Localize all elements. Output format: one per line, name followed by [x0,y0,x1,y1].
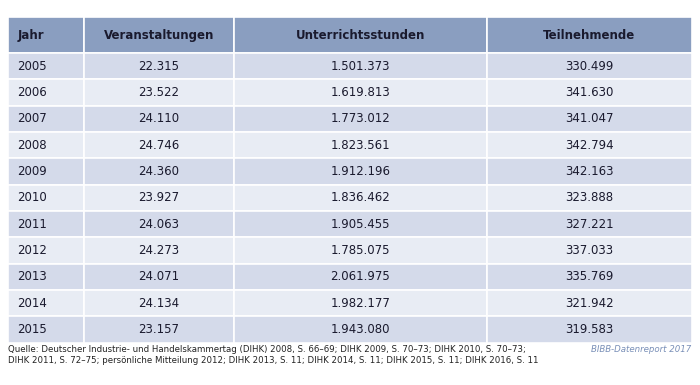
FancyBboxPatch shape [8,53,83,79]
FancyBboxPatch shape [83,79,234,105]
Text: 342.163: 342.163 [565,165,613,178]
Text: 2014: 2014 [18,296,48,310]
FancyBboxPatch shape [8,17,83,53]
Text: Jahr: Jahr [18,28,44,42]
Text: 2015: 2015 [18,323,48,336]
Text: BIBB-Datenreport 2017: BIBB-Datenreport 2017 [592,345,692,353]
Text: 1.785.075: 1.785.075 [330,244,390,257]
FancyBboxPatch shape [234,184,486,211]
FancyBboxPatch shape [486,132,692,158]
Text: Veranstaltungen: Veranstaltungen [104,28,214,42]
FancyBboxPatch shape [8,290,83,316]
FancyBboxPatch shape [234,79,486,105]
FancyBboxPatch shape [83,316,234,343]
FancyBboxPatch shape [486,53,692,79]
Text: 24.746: 24.746 [138,139,179,152]
Text: 24.110: 24.110 [138,112,179,125]
Text: 1.773.012: 1.773.012 [330,112,390,125]
Text: 1.912.196: 1.912.196 [330,165,390,178]
FancyBboxPatch shape [8,316,83,343]
Text: 1.836.462: 1.836.462 [330,191,390,204]
Text: 323.888: 323.888 [565,191,613,204]
FancyBboxPatch shape [8,184,83,211]
Text: 1.823.561: 1.823.561 [330,139,390,152]
FancyBboxPatch shape [83,132,234,158]
Text: Unterrichtsstunden: Unterrichtsstunden [295,28,425,42]
Text: 330.499: 330.499 [565,60,613,72]
Text: 1.501.373: 1.501.373 [330,60,390,72]
Text: 2011: 2011 [18,218,48,231]
FancyBboxPatch shape [234,132,486,158]
FancyBboxPatch shape [8,79,83,105]
FancyBboxPatch shape [8,158,83,184]
FancyBboxPatch shape [486,105,692,132]
Text: 23.522: 23.522 [138,86,179,99]
Text: Quelle: Deutscher Industrie- und Handelskammertag (DIHK) 2008, S. 66–69; DIHK 20: Quelle: Deutscher Industrie- und Handels… [8,345,539,365]
FancyBboxPatch shape [234,158,486,184]
FancyBboxPatch shape [486,264,692,290]
Text: Teilnehmende: Teilnehmende [543,28,635,42]
FancyBboxPatch shape [234,105,486,132]
FancyBboxPatch shape [83,290,234,316]
FancyBboxPatch shape [83,264,234,290]
FancyBboxPatch shape [83,105,234,132]
Text: 1.905.455: 1.905.455 [330,218,390,231]
Text: 24.360: 24.360 [138,165,179,178]
FancyBboxPatch shape [234,290,486,316]
FancyBboxPatch shape [83,184,234,211]
Text: 2007: 2007 [18,112,48,125]
FancyBboxPatch shape [8,237,83,264]
FancyBboxPatch shape [486,158,692,184]
FancyBboxPatch shape [486,184,692,211]
FancyBboxPatch shape [83,237,234,264]
FancyBboxPatch shape [486,79,692,105]
FancyBboxPatch shape [83,211,234,237]
Text: 319.583: 319.583 [565,323,613,336]
FancyBboxPatch shape [234,211,486,237]
Text: 342.794: 342.794 [565,139,613,152]
Text: 2005: 2005 [18,60,47,72]
Text: 341.047: 341.047 [565,112,613,125]
FancyBboxPatch shape [486,237,692,264]
FancyBboxPatch shape [8,211,83,237]
FancyBboxPatch shape [234,264,486,290]
Text: 2008: 2008 [18,139,47,152]
FancyBboxPatch shape [234,53,486,79]
FancyBboxPatch shape [83,53,234,79]
Text: 22.315: 22.315 [138,60,179,72]
Text: 1.943.080: 1.943.080 [330,323,390,336]
Text: 23.927: 23.927 [138,191,179,204]
Text: 1.619.813: 1.619.813 [330,86,390,99]
Text: 2012: 2012 [18,244,48,257]
Text: 1.982.177: 1.982.177 [330,296,390,310]
FancyBboxPatch shape [234,316,486,343]
Text: 2009: 2009 [18,165,48,178]
Text: 327.221: 327.221 [565,218,613,231]
Text: 24.273: 24.273 [138,244,179,257]
FancyBboxPatch shape [83,158,234,184]
Text: 2013: 2013 [18,270,48,283]
FancyBboxPatch shape [83,17,234,53]
FancyBboxPatch shape [486,17,692,53]
Text: 24.134: 24.134 [138,296,179,310]
Text: 321.942: 321.942 [565,296,613,310]
Text: 337.033: 337.033 [565,244,613,257]
Text: 24.063: 24.063 [138,218,179,231]
Text: 24.071: 24.071 [138,270,179,283]
FancyBboxPatch shape [8,105,83,132]
FancyBboxPatch shape [8,132,83,158]
FancyBboxPatch shape [234,237,486,264]
FancyBboxPatch shape [8,264,83,290]
FancyBboxPatch shape [486,290,692,316]
FancyBboxPatch shape [234,17,486,53]
Text: 335.769: 335.769 [565,270,613,283]
Text: 23.157: 23.157 [138,323,179,336]
FancyBboxPatch shape [486,316,692,343]
FancyBboxPatch shape [486,211,692,237]
Text: 341.630: 341.630 [565,86,613,99]
Text: 2.061.975: 2.061.975 [330,270,390,283]
Text: 2010: 2010 [18,191,48,204]
Text: 2006: 2006 [18,86,48,99]
